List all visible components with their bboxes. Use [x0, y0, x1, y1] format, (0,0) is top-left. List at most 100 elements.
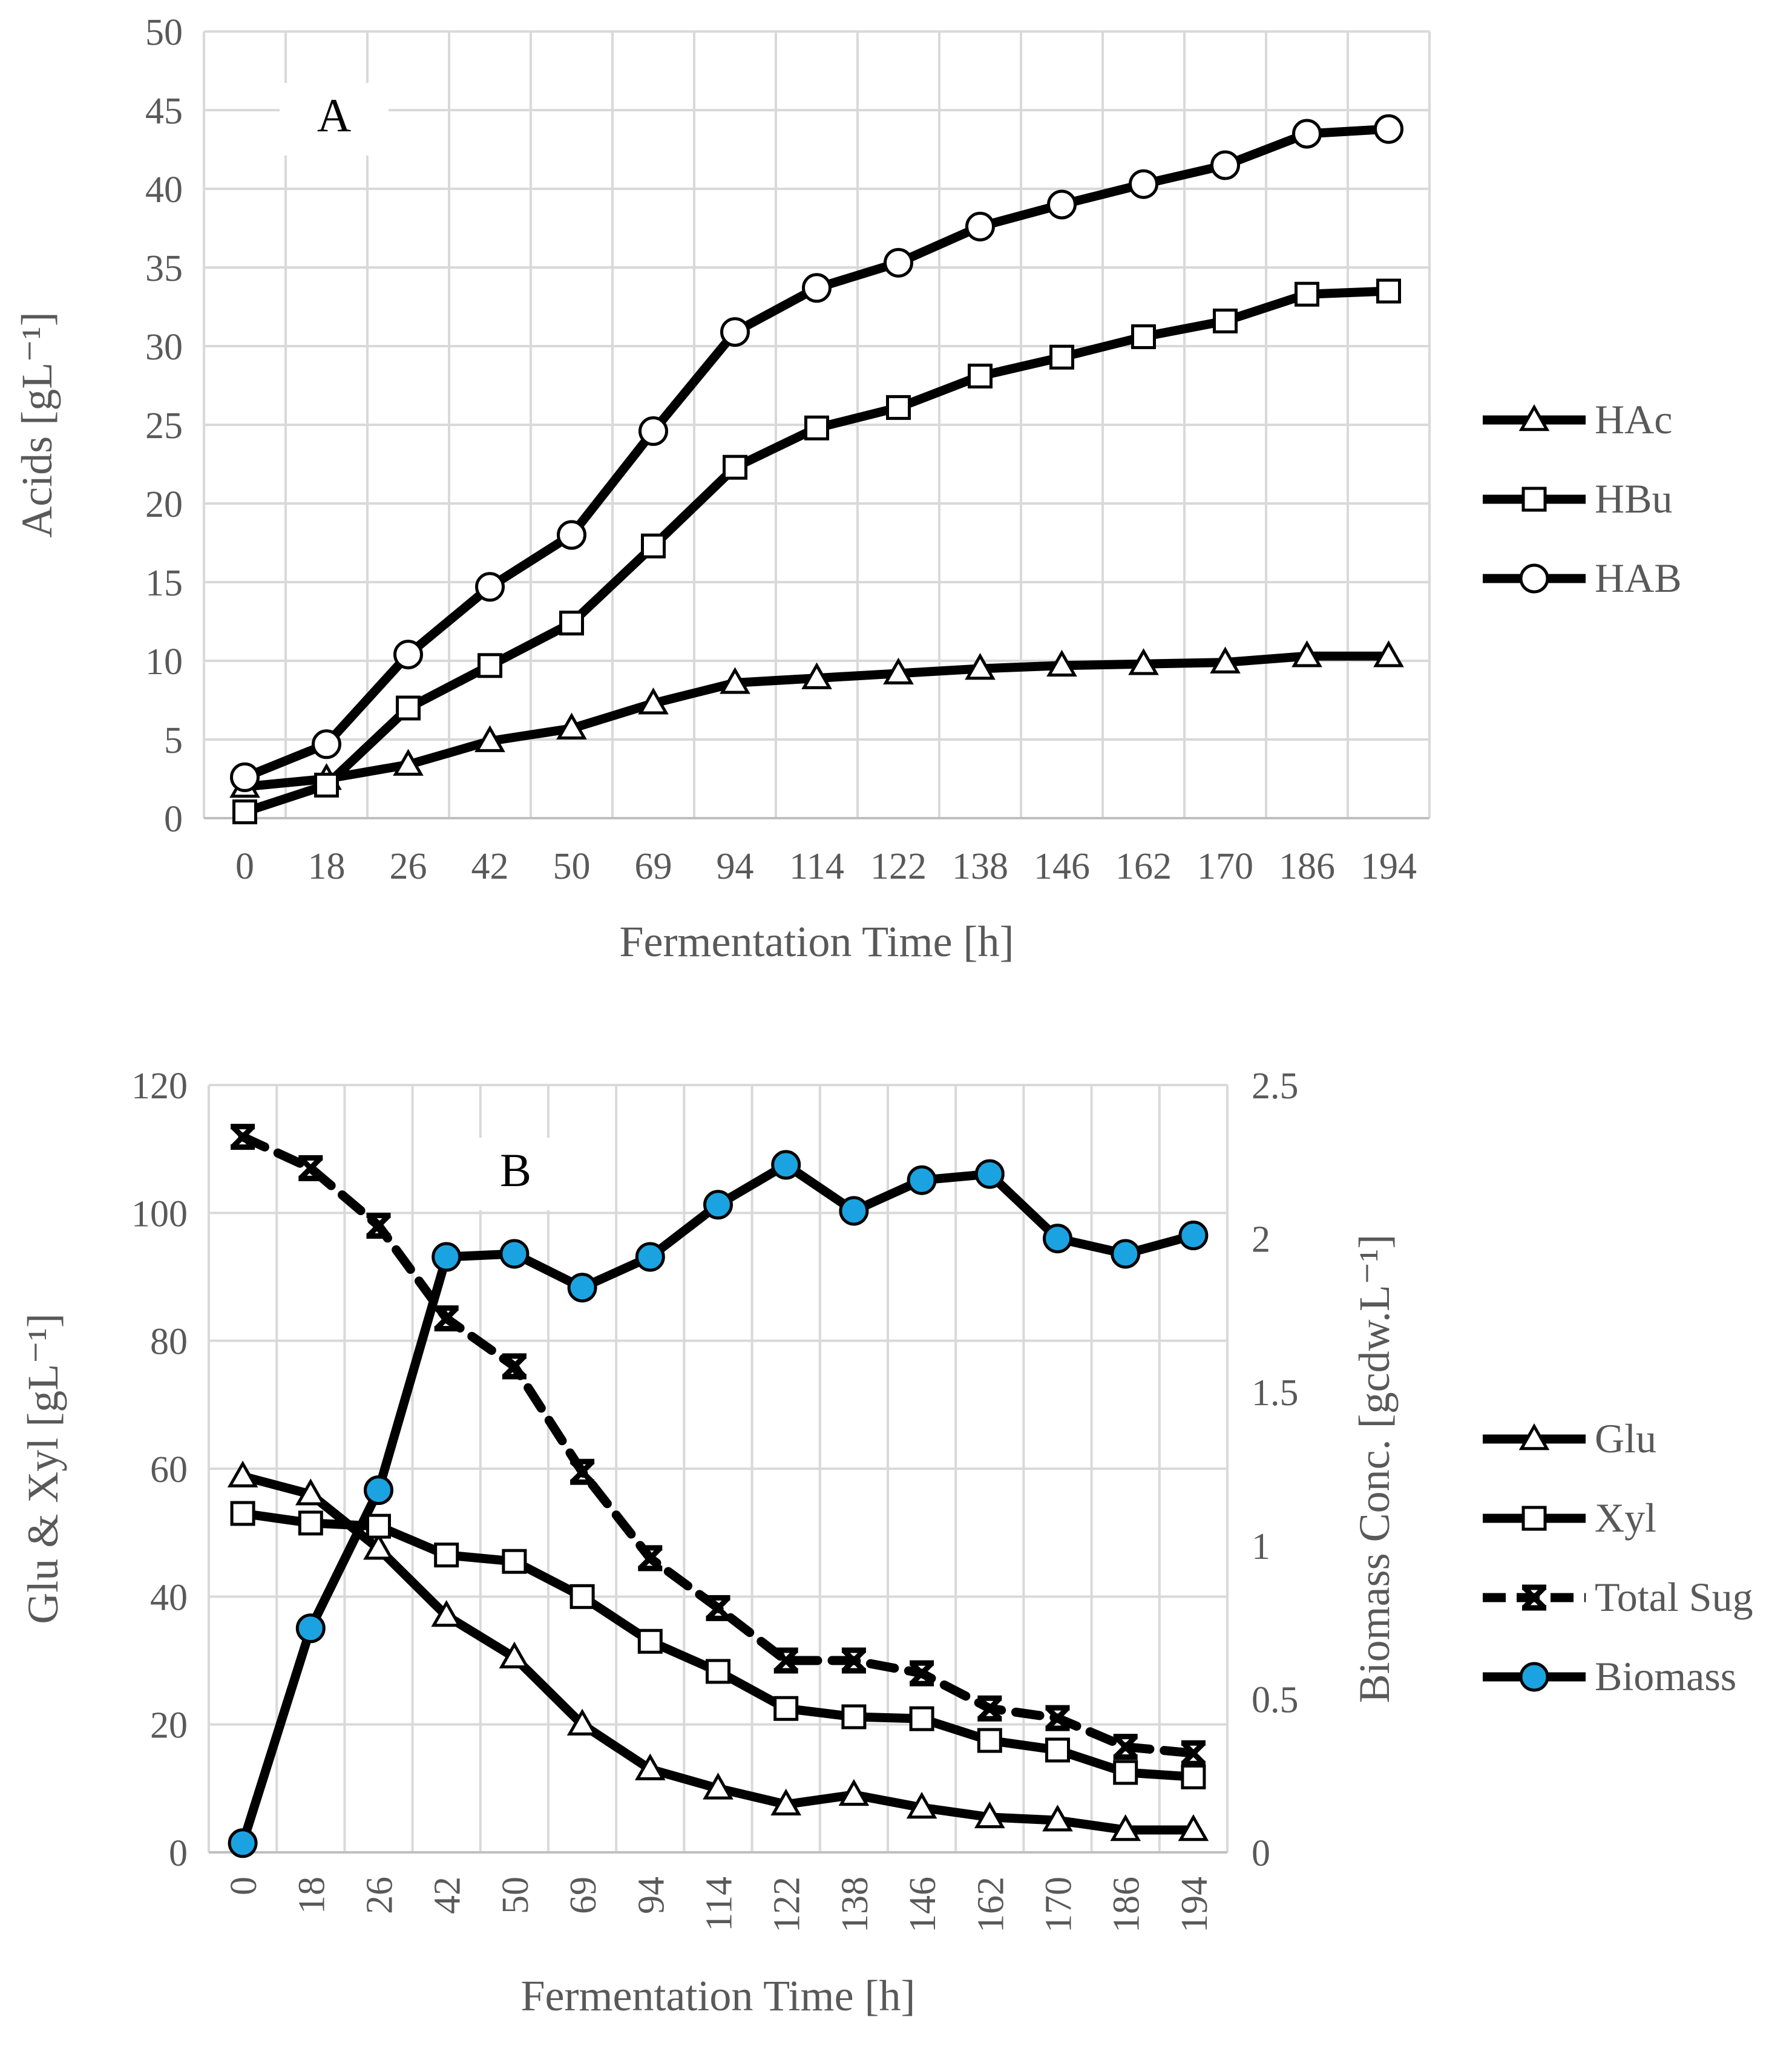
data-point-biomass: [771, 1150, 801, 1180]
data-point-hbu: [641, 533, 666, 559]
x-tick-label: 18: [308, 846, 346, 887]
data-point-total-sug: [366, 1212, 391, 1239]
data-point-xyl: [230, 1501, 255, 1526]
data-point-hab: [884, 248, 913, 278]
data-point-hbu: [396, 695, 421, 721]
data-point-glu: [974, 1801, 1005, 1829]
y-tick-label: 15: [145, 563, 183, 604]
y-tick-label: 25: [145, 405, 183, 447]
legend-label-glu: Glu: [1595, 1415, 1656, 1461]
data-point-hbu: [478, 653, 502, 678]
x-tick-label: 138: [835, 1877, 876, 1933]
x-tick-label: 162: [1115, 846, 1172, 887]
data-point-biomass: [228, 1828, 258, 1858]
data-point-hab: [1210, 150, 1240, 180]
data-point-biomass: [974, 1159, 1005, 1189]
data-point-total-sug: [638, 1545, 663, 1572]
data-point-hab: [475, 572, 505, 602]
legend-marker-hac: [1518, 404, 1550, 431]
data-point-hbu: [723, 454, 747, 480]
legend-marker-glu: [1518, 1423, 1550, 1451]
x-tick-label: 162: [970, 1877, 1011, 1933]
data-point-hbu: [314, 772, 339, 798]
x-tick-label: 114: [699, 1877, 740, 1932]
data-point-total-sug: [502, 1353, 527, 1380]
data-point-hbu: [1131, 324, 1156, 349]
chart-a: 0 5 10 15 20 25 30 35 40 45 50 0 18 26 42 50 69 94 114 122 1…: [13, 12, 1682, 966]
data-point-biomass: [703, 1190, 733, 1220]
y-tick-label: 20: [150, 1705, 188, 1746]
x-axis-title: Fermentation Time [h]: [620, 917, 1014, 966]
x-tick-label: 0: [235, 846, 254, 887]
y2-axis-title: Biomass Conc. [gcdw.L⁻¹]: [1350, 1234, 1399, 1703]
x-tick-label: 94: [717, 846, 754, 887]
data-point-hbu: [1376, 278, 1401, 304]
data-point-hac: [393, 749, 424, 776]
data-point-hac: [638, 687, 669, 715]
data-point-hab: [1129, 169, 1158, 199]
panel-label: A: [317, 89, 351, 142]
x-tick-label: 42: [427, 1877, 468, 1914]
data-point-glu: [1178, 1814, 1209, 1841]
data-point-hab: [393, 640, 423, 670]
x-tick-label: 122: [870, 846, 927, 887]
data-point-glu: [838, 1779, 870, 1806]
data-point-xyl: [569, 1584, 595, 1609]
y-tick-label: 100: [131, 1193, 188, 1234]
data-point-biomass: [295, 1613, 326, 1644]
data-point-hab: [230, 762, 260, 792]
data-point-hbu: [232, 799, 257, 825]
data-point-total-sug: [1113, 1734, 1138, 1760]
y2-tick-label: 2.5: [1252, 1066, 1299, 1107]
data-point-glu: [906, 1791, 937, 1819]
x-tick-label: 186: [1106, 1877, 1147, 1933]
data-point-biomass: [1111, 1239, 1141, 1269]
data-point-hbu: [1295, 281, 1319, 307]
data-point-glu: [1110, 1814, 1141, 1841]
y-tick-label: 30: [145, 327, 183, 368]
data-point-hbu: [1049, 344, 1074, 370]
data-point-hab: [1374, 114, 1403, 144]
data-point-glu: [770, 1788, 802, 1815]
data-point-biomass: [635, 1242, 665, 1272]
data-point-hab: [312, 729, 341, 759]
y-tick-label: 80: [150, 1322, 188, 1363]
data-point-xyl: [366, 1513, 391, 1539]
x-tick-label: 94: [631, 1877, 672, 1914]
data-point-biomass: [364, 1475, 393, 1506]
y-tick-label: 50: [145, 12, 183, 53]
data-point-xyl: [502, 1549, 527, 1574]
data-point-total-sug: [1181, 1740, 1206, 1766]
y-axis-title: Acids [gL⁻¹]: [13, 312, 61, 538]
legend-label-total-sug: Total Sug: [1595, 1574, 1753, 1620]
data-point-xyl: [298, 1510, 323, 1536]
data-point-glu: [499, 1641, 530, 1668]
panel-label: B: [500, 1144, 531, 1196]
x-tick-label: 26: [359, 1877, 401, 1914]
data-point-total-sug: [909, 1660, 934, 1687]
data-point-biomass: [1178, 1221, 1209, 1251]
data-point-total-sug: [230, 1124, 255, 1150]
data-point-hab: [1292, 119, 1322, 149]
data-point-glu: [634, 1753, 666, 1780]
data-point-total-sug: [977, 1695, 1002, 1722]
x-tick-label: 18: [291, 1877, 332, 1914]
y-tick-label: 40: [150, 1577, 188, 1618]
data-point-biomass: [567, 1273, 597, 1303]
data-point-xyl: [1113, 1760, 1138, 1785]
data-point-biomass: [1043, 1224, 1072, 1254]
x-tick-label: 194: [1360, 846, 1417, 887]
data-point-hac: [1210, 646, 1241, 674]
x-tick-label: 146: [1034, 846, 1090, 887]
data-point-hac: [1373, 640, 1404, 667]
data-point-xyl: [1045, 1737, 1070, 1763]
y-tick-label: 0: [169, 1833, 188, 1874]
y-tick-label: 45: [145, 91, 183, 132]
legend-marker-xyl: [1521, 1506, 1547, 1531]
data-point-hbu: [968, 363, 993, 389]
legend-marker-biomass: [1519, 1662, 1549, 1692]
y2-tick-label: 0: [1252, 1833, 1270, 1874]
x-tick-label: 170: [1039, 1877, 1080, 1933]
